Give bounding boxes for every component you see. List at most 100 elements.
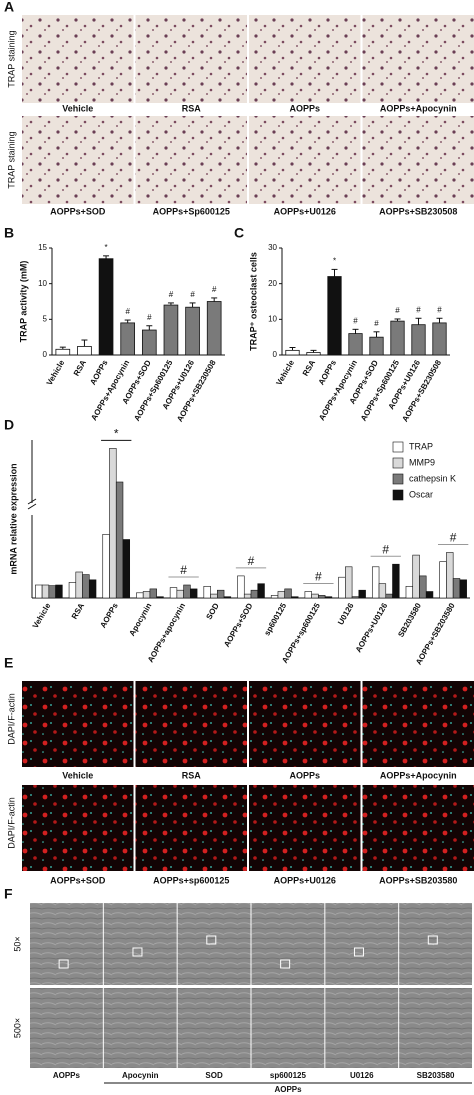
x-tick-label: AOPPs [98, 601, 120, 629]
panel-label: E [4, 655, 13, 671]
legend-swatch [392, 489, 404, 501]
axis-break [27, 498, 37, 510]
micrograph [325, 903, 399, 985]
y-tick-label: 10 [268, 314, 277, 323]
micrograph [249, 785, 361, 871]
micrograph [22, 785, 134, 871]
bar [411, 324, 426, 356]
caption: Apocynin [122, 1071, 159, 1080]
bar [345, 566, 353, 599]
bar [109, 448, 117, 599]
x-tick-label: AOPPs [88, 358, 110, 386]
bar [120, 322, 136, 356]
bar [459, 579, 467, 599]
significance-marker: # [212, 285, 217, 294]
bar [217, 589, 225, 599]
row-label: TRAP staining [6, 131, 16, 188]
bar [284, 588, 292, 599]
bar [378, 583, 387, 599]
bar [206, 301, 222, 356]
micrograph [22, 681, 134, 767]
caption: AOPPs+SB203580 [379, 875, 457, 885]
caption: AOPPs+Apocynin [380, 103, 457, 113]
bar [324, 596, 333, 599]
bar [183, 584, 191, 599]
bar [55, 584, 63, 599]
caption: Vehicle [62, 770, 93, 780]
panel-label: A [4, 0, 14, 15]
caption: AOPPs+U0126 [274, 875, 336, 885]
panel-label: D [4, 417, 14, 433]
micrograph [135, 785, 247, 871]
significance-marker: # [190, 290, 195, 299]
bar [369, 336, 384, 356]
bar [348, 333, 363, 356]
zoom-box [427, 935, 438, 945]
bar [176, 589, 184, 599]
y-axis-label: mRNA relative expression [8, 463, 18, 574]
y-tick-label: 0 [273, 350, 278, 359]
x-tick-label: AOPPs [317, 358, 339, 386]
bar [163, 304, 179, 356]
panel-label: C [234, 225, 244, 241]
micrograph [30, 903, 103, 985]
micrograph [249, 681, 361, 767]
bar [311, 593, 319, 599]
zoom-box [132, 947, 143, 957]
bar [142, 591, 151, 599]
zoom-box [206, 935, 217, 945]
bar [425, 591, 434, 599]
bar [250, 589, 259, 599]
bar [190, 588, 198, 599]
bar [270, 595, 279, 599]
x-tick-label: Apocynin [127, 601, 153, 637]
micrograph [362, 15, 474, 103]
bar [432, 322, 447, 356]
caption: RSA [182, 103, 202, 113]
y-tick-label: 15 [38, 243, 47, 252]
micrograph [251, 988, 325, 1068]
x-tick-label: AOPPs+SB230508 [175, 358, 218, 423]
significance-marker: # [125, 307, 130, 316]
significance-marker: # [169, 290, 174, 299]
micrograph [135, 15, 247, 103]
significance-marker: # [416, 305, 421, 314]
bar [48, 585, 56, 599]
significance-marker: # [395, 306, 400, 315]
bar [257, 583, 265, 599]
x-tick-label: sp600125 [262, 601, 288, 637]
x-tick-label: AOPPs+U0126 [354, 601, 390, 654]
bar [412, 554, 420, 599]
bar [291, 596, 299, 599]
bar [75, 571, 83, 599]
group-label: AOPPs [274, 1085, 302, 1094]
caption: RSA [182, 770, 202, 780]
micrograph [249, 15, 361, 103]
bar [41, 584, 50, 599]
micrograph [103, 903, 177, 985]
bar [98, 258, 114, 356]
bar [304, 591, 312, 599]
bar [149, 588, 157, 599]
bar [88, 579, 97, 599]
significance-marker: # [374, 319, 379, 328]
bar [327, 276, 342, 356]
bar [351, 596, 360, 599]
x-tick-label: AOPPs+SB203580 [414, 601, 457, 666]
x-tick-label: Vehicle [274, 358, 296, 387]
bar [358, 589, 366, 599]
significance-marker: # [180, 563, 187, 577]
x-tick-label: SOD [204, 601, 221, 621]
x-tick-label: RSA [72, 358, 88, 377]
micrograph [22, 15, 134, 103]
x-tick-label: SB203580 [396, 601, 423, 639]
significance-marker: # [248, 554, 255, 568]
caption: AOPPs [289, 770, 320, 780]
caption: SOD [205, 1071, 223, 1080]
caption: AOPPs+SB230508 [379, 206, 457, 216]
row-label: 50× [12, 936, 22, 951]
bar [285, 349, 300, 356]
bar [223, 596, 232, 599]
x-tick-label: AOPPs+SOD [222, 601, 254, 648]
